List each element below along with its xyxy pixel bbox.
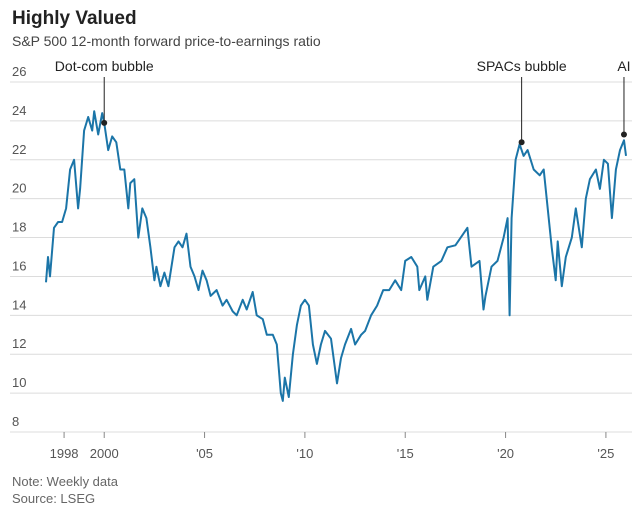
x-tick-label: '05 [196,446,213,461]
y-tick-label: 22 [12,142,26,157]
y-tick-label: 16 [12,258,26,273]
y-tick-label: 10 [12,375,26,390]
y-tick-label: 18 [12,220,26,235]
line-series [45,110,627,402]
y-tick-label: 14 [12,297,26,312]
y-tick-label: 8 [12,414,19,429]
note: Note: Weekly data [12,474,119,489]
x-tick-label: '20 [497,446,514,461]
annotation-dot [518,139,525,146]
annotation-dot [620,131,627,138]
x-tick-label: '10 [296,446,313,461]
annotation-label: SPACs bubble [477,58,567,74]
x-tick-label: 1998 [50,446,79,461]
x-tick-label: '25 [597,446,614,461]
x-tick-label: 2000 [90,446,119,461]
chart-title: Highly Valued [12,8,137,29]
y-tick-label: 20 [12,181,26,196]
x-tick-label: '15 [397,446,414,461]
source: Source: LSEG [12,491,95,506]
annotation-label: Dot-com bubble [55,58,154,74]
y-tick-label: 12 [12,336,26,351]
y-tick-label: 26 [12,64,26,79]
chart-subtitle: S&P 500 12-month forward price-to-earnin… [12,33,321,49]
y-tick-label: 24 [12,103,26,118]
annotation-label: AI [617,58,630,74]
annotation-dot [101,119,108,126]
